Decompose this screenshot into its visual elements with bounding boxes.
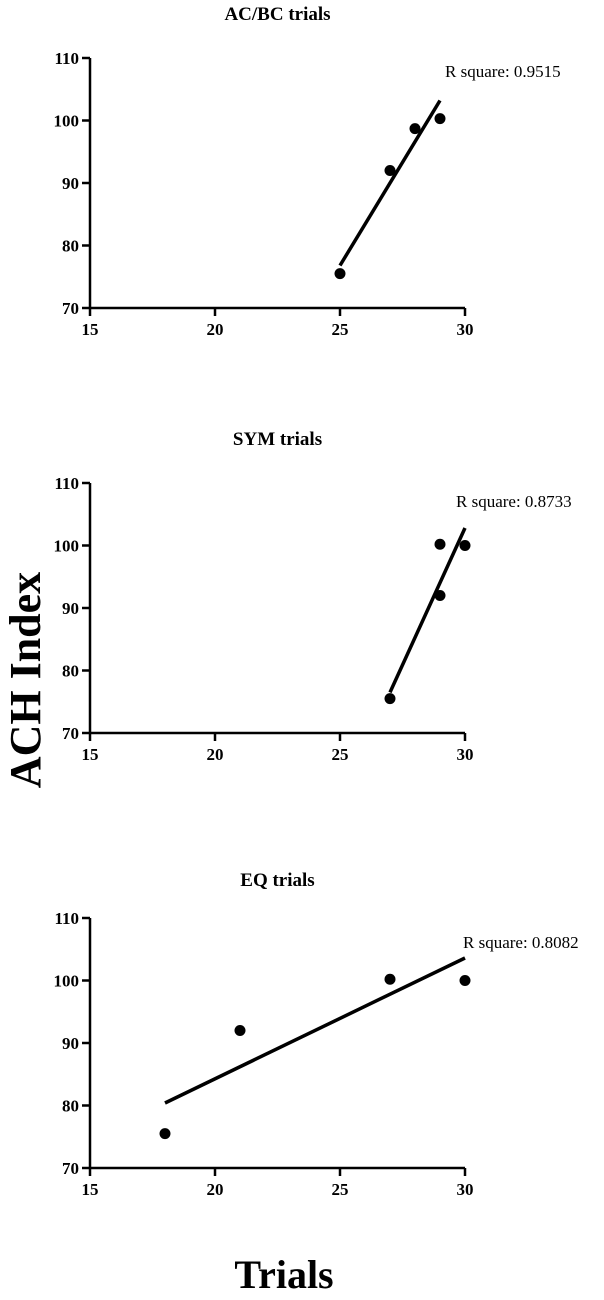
y-axis-label: ACH Index [1,572,50,788]
regression-line [164,956,466,1105]
data-point [434,113,446,125]
x-tick-label: 25 [332,745,349,764]
x-tick-label: 30 [457,745,474,764]
x-tick-label: 20 [207,1180,224,1199]
chart-title: AC/BC trials [224,4,330,25]
r-square-annotation: R square: 0.9515 [445,62,561,81]
data-point [384,973,396,985]
x-tick-label: 15 [82,745,99,764]
y-tick-label: 100 [54,972,80,991]
chart-panels: AC/BC trials 70 80 90 100 110 15 20 25 30 R square… [54,4,579,1199]
chart-panel-3: EQ trials 70 80 90 100 110 15 20 25 30 R square: 0… [54,870,579,1199]
regression-line [388,527,467,694]
y-tick-label: 70 [62,299,79,318]
x-tick-label: 25 [332,1180,349,1199]
y-tick-label: 80 [62,662,79,681]
y-tick-label: 90 [62,1034,79,1053]
data-point [384,165,396,176]
regression-line [338,99,442,267]
chart-panel-1: AC/BC trials 70 80 90 100 110 15 20 25 30 R square… [54,4,561,339]
x-tick-label: 20 [207,320,224,339]
chart-panel-2: SYM trials 70 80 90 100 110 15 20 25 30 R square: … [54,429,572,764]
r-square-annotation: R square: 0.8082 [463,933,579,952]
x-tick-label: 30 [457,1180,474,1199]
y-tick-label: 90 [62,599,79,618]
y-tick-label: 110 [54,49,79,68]
x-tick-label: 30 [457,320,474,339]
x-tick-label: 15 [82,320,99,339]
x-tick-label: 20 [207,745,224,764]
data-point [459,540,471,551]
data-point [159,1128,171,1140]
data-point [409,123,421,135]
x-axis-label: Trials [234,1252,333,1297]
r-square-annotation: R square: 0.8733 [456,492,572,511]
y-tick-label: 100 [54,537,80,556]
chart-title: EQ trials [240,870,314,891]
y-tick-label: 90 [62,174,79,193]
data-point [234,1025,246,1036]
x-tick-label: 25 [332,320,349,339]
y-tick-label: 110 [54,474,79,493]
data-point [434,538,446,550]
data-point [459,975,471,986]
data-point [434,590,446,601]
y-tick-label: 70 [62,1159,79,1178]
data-point [334,268,346,280]
y-tick-label: 80 [62,237,79,256]
x-tick-label: 15 [82,1180,99,1199]
data-point [384,693,396,705]
y-tick-label: 100 [54,112,80,131]
chart-title: SYM trials [233,429,322,450]
y-tick-label: 70 [62,724,79,743]
y-tick-label: 80 [62,1097,79,1116]
y-tick-label: 110 [54,909,79,928]
